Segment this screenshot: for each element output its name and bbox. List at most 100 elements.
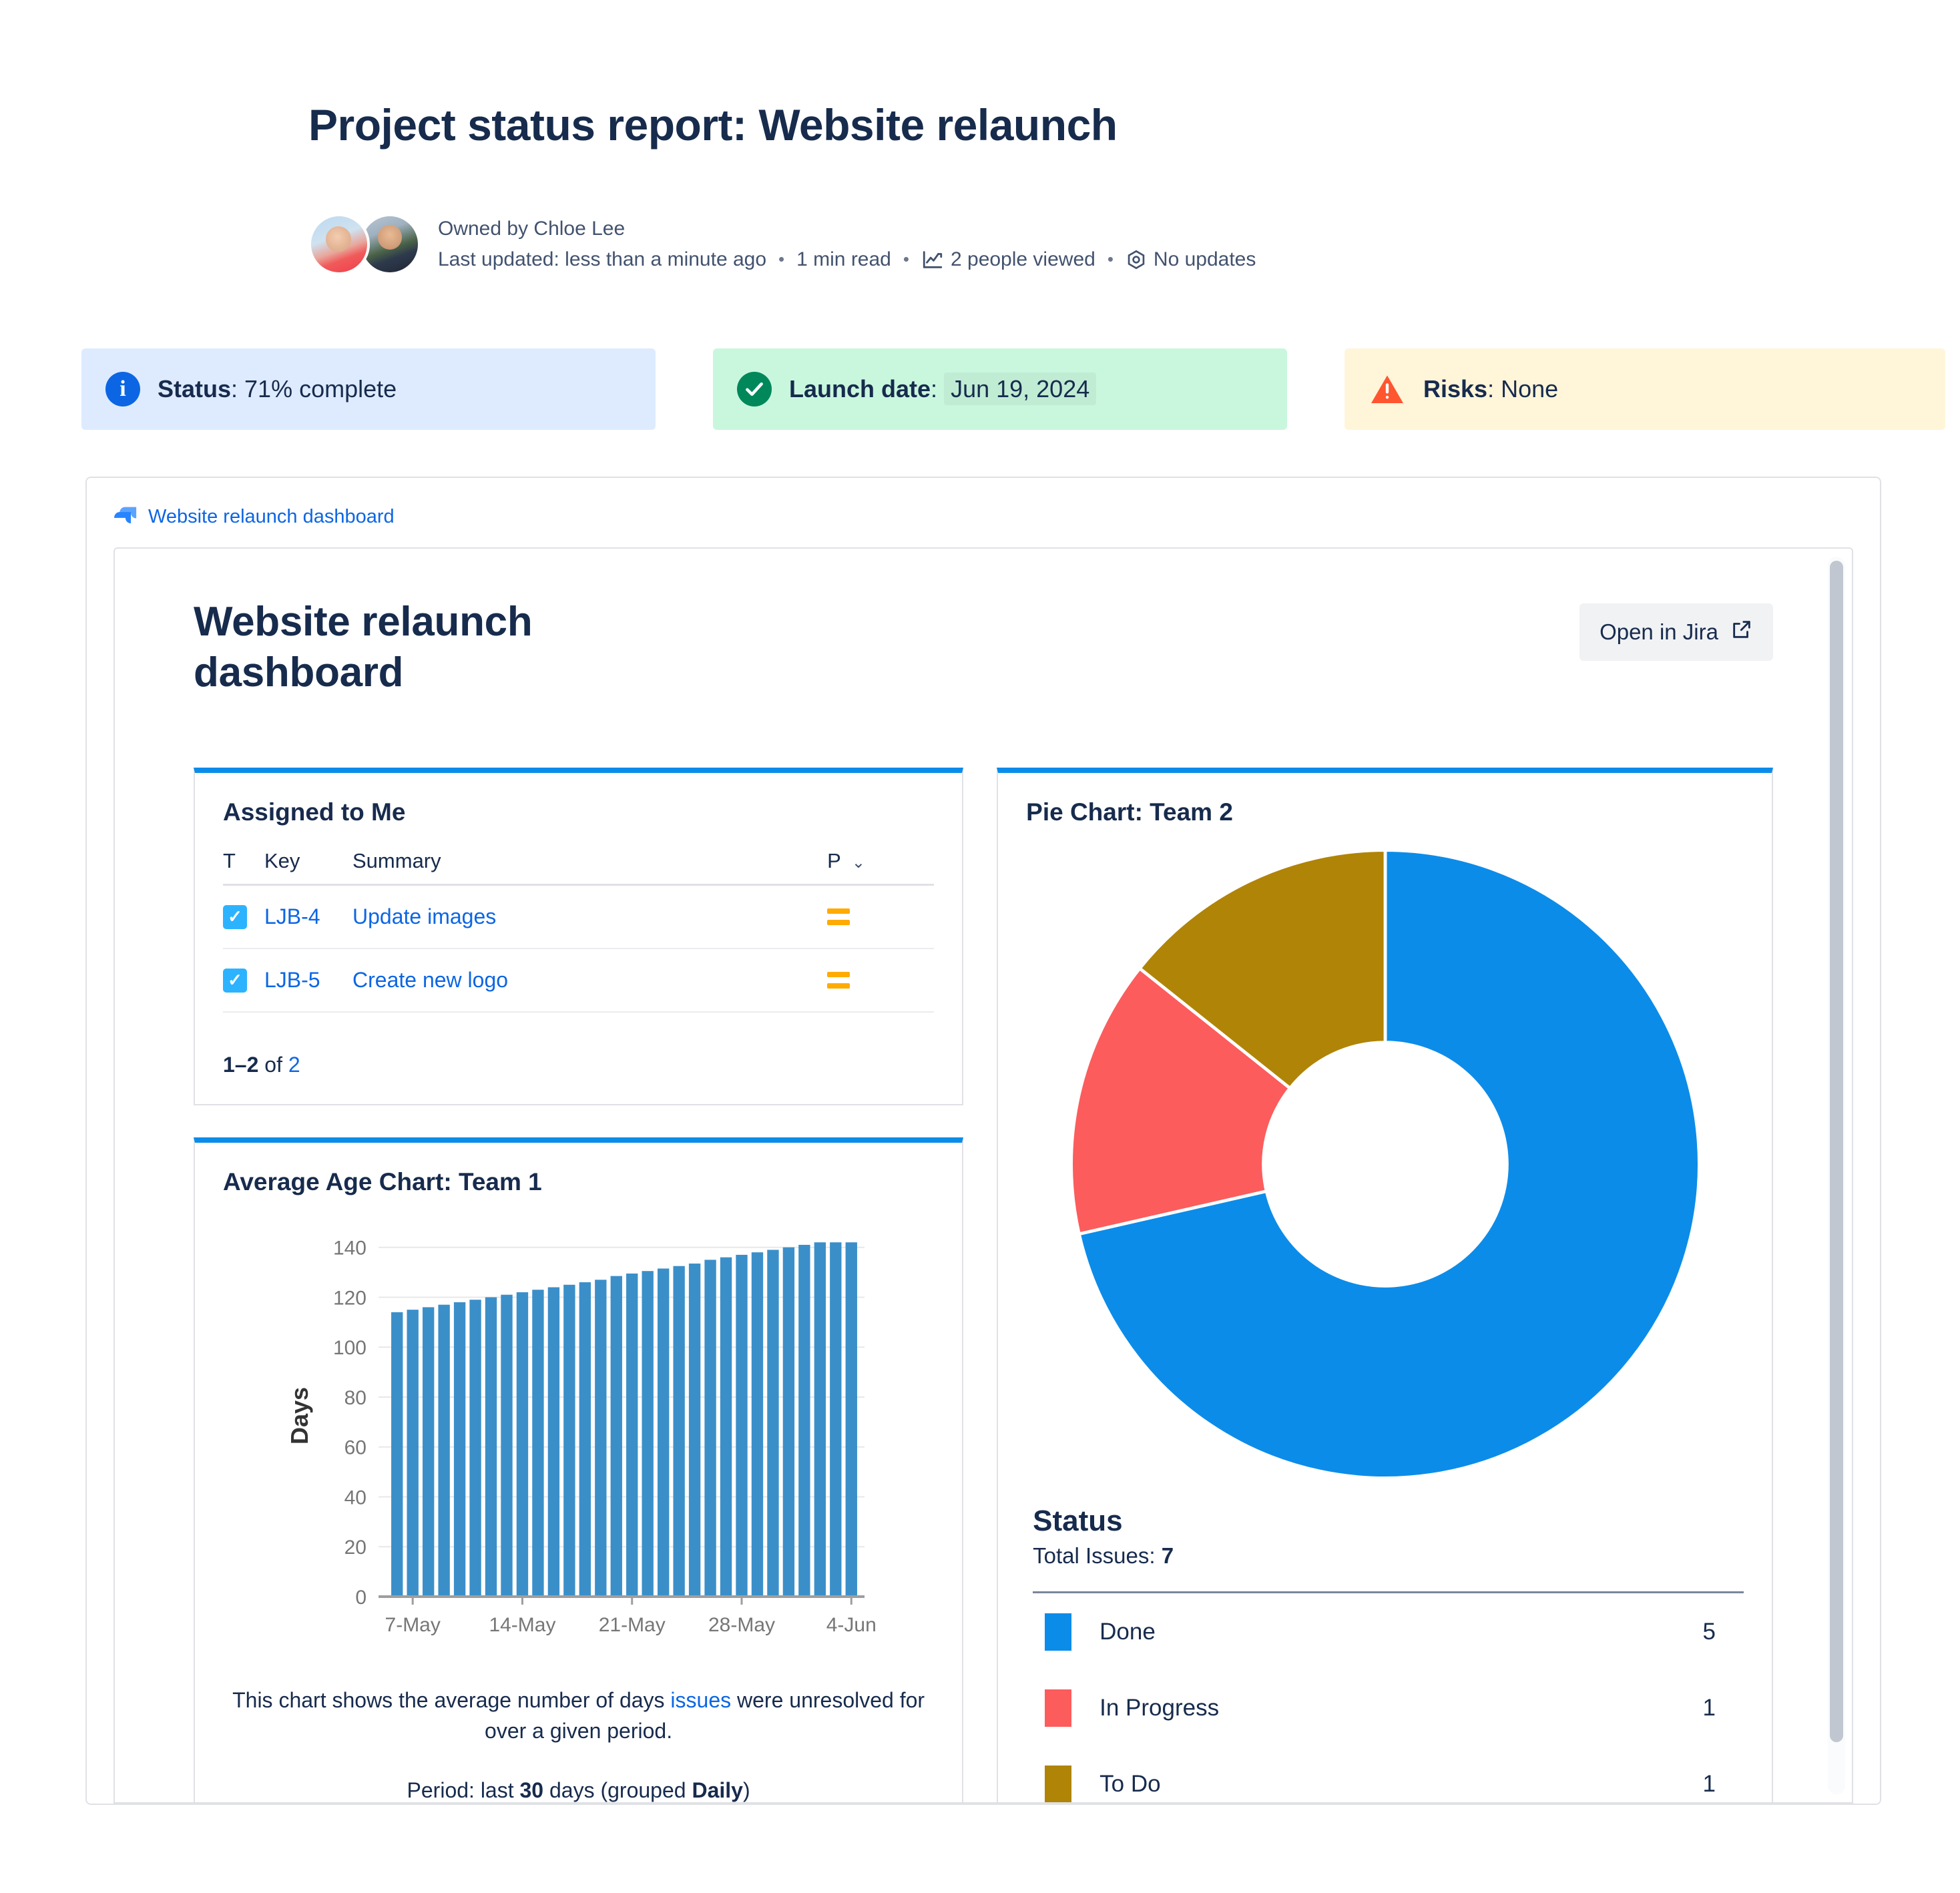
average-age-chart-title: Average Age Chart: Team 1: [223, 1168, 542, 1195]
svg-text:14-May: 14-May: [489, 1614, 555, 1636]
pie-status-summary: Status Total Issues: 7 Done 5 In Progress 1…: [998, 1505, 1772, 1802]
macro-scrollbar[interactable]: [1828, 557, 1845, 1794]
svg-text:20: 20: [344, 1537, 366, 1559]
jira-icon: [111, 503, 138, 530]
legend-label: Done: [1099, 1619, 1156, 1645]
open-in-jira-button[interactable]: Open in Jira: [1579, 603, 1773, 661]
chevron-down-icon[interactable]: ⌄: [851, 854, 865, 872]
launch-date-colon: :: [931, 375, 938, 403]
check-circle-icon: [737, 372, 772, 407]
document-meta: Last updated: less than a minute ago • 1…: [438, 248, 1256, 272]
issue-key-link[interactable]: LJB-5: [264, 968, 320, 992]
period-a: Period: last: [407, 1778, 520, 1802]
issue-key-cell[interactable]: LJB-4: [264, 884, 352, 949]
risks-panel: Risks: None: [1344, 348, 1945, 430]
risks-label: Risks: [1423, 375, 1488, 403]
views-label: 2 people viewed: [950, 248, 1095, 270]
macro-frame: Website relaunch dashboard Open in Jira: [113, 547, 1853, 1804]
pie-chart-gadget: Pie Chart: Team 2 Status Total Issues: 7…: [997, 768, 1773, 1802]
issues-link[interactable]: issues: [670, 1688, 732, 1712]
launch-date-value[interactable]: Jun 19, 2024: [944, 372, 1097, 406]
issue-summary-cell[interactable]: Create new logo: [352, 949, 828, 1013]
dashboard-body: Website relaunch dashboard Open in Jira: [115, 549, 1852, 1802]
meta-separator: •: [778, 249, 785, 270]
column-header-summary[interactable]: Summary: [352, 849, 828, 886]
info-icon: i: [105, 372, 140, 407]
launch-date-label: Launch date: [789, 375, 931, 403]
issue-type-cell: ✓: [223, 949, 264, 1013]
views-stat[interactable]: 2 people viewed: [921, 248, 1095, 272]
column-header-priority[interactable]: P ⌄: [827, 849, 935, 886]
assigned-to-me-pager: 1–2 of 2: [195, 1035, 962, 1104]
table-row[interactable]: ✓ LJB-4 Update images: [223, 884, 935, 949]
updates-label: No updates: [1153, 248, 1256, 270]
status-panel: i Status: 71% complete: [81, 348, 656, 430]
byline: Owned by Chloe Lee Last updated: less th…: [308, 214, 1256, 275]
legend-color-swatch: [1045, 1766, 1072, 1802]
legend-value: 1: [1702, 1695, 1716, 1721]
issue-priority-cell: [827, 949, 935, 1013]
column-header-type[interactable]: T: [223, 849, 264, 886]
svg-text:28-May: 28-May: [708, 1614, 775, 1636]
assigned-to-me-gadget: Assigned to Me T Key Summary P ⌄: [194, 768, 964, 1105]
table-header-row: T Key Summary P ⌄: [223, 849, 935, 886]
issue-key-link[interactable]: LJB-4: [264, 904, 320, 928]
assigned-to-me-table: T Key Summary P ⌄ ✓: [195, 849, 962, 1035]
avatar-group[interactable]: [308, 214, 421, 275]
period-grouping: Daily: [692, 1778, 743, 1802]
assigned-to-me-title: Assigned to Me: [223, 798, 406, 826]
svg-text:140: 140: [333, 1238, 366, 1260]
task-icon: ✓: [223, 968, 247, 993]
table-row[interactable]: ✓ LJB-5 Create new logo: [223, 949, 935, 1013]
macro-breadcrumb[interactable]: Website relaunch dashboard: [87, 478, 1880, 537]
legend-label: In Progress: [1099, 1695, 1220, 1721]
column-header-key[interactable]: Key: [264, 849, 352, 886]
warning-icon: [1369, 372, 1406, 406]
scrollbar-thumb[interactable]: [1830, 561, 1843, 1742]
legend-row[interactable]: In Progress 1: [1033, 1669, 1744, 1745]
avatar[interactable]: [308, 214, 370, 275]
total-issues-value: 7: [1161, 1543, 1174, 1568]
macro-breadcrumb-label[interactable]: Website relaunch dashboard: [148, 505, 395, 527]
issue-key-cell[interactable]: LJB-5: [264, 949, 352, 1013]
legend-row[interactable]: To Do 1: [1033, 1745, 1744, 1802]
average-age-chart-gadget: Average Age Chart: Team 1 0 20 40 60 80 100 12…: [194, 1137, 964, 1802]
dashboard-title: Website relaunch dashboard: [194, 599, 533, 696]
task-icon: ✓: [223, 904, 247, 929]
svg-text:Days: Days: [286, 1387, 313, 1444]
period-e: ): [742, 1778, 750, 1802]
owner-label: Owned by Chloe Lee: [438, 218, 626, 240]
gadget-column-right: Pie Chart: Team 2 Status Total Issues: 7…: [997, 768, 1773, 1802]
issue-summary-cell[interactable]: Update images: [352, 884, 828, 949]
issue-summary-link[interactable]: Create new logo: [352, 968, 509, 992]
analytics-icon: [921, 248, 944, 271]
meta-separator: •: [1107, 249, 1114, 270]
issue-summary-link[interactable]: Update images: [352, 904, 497, 928]
donut-slice[interactable]: [1137, 848, 1387, 1091]
status-panel-value: : 71% complete: [231, 375, 397, 403]
pie-chart-plot: [998, 826, 1772, 1484]
last-updated: Last updated: less than a minute ago: [438, 248, 767, 270]
legend-color-swatch: [1045, 1689, 1072, 1727]
status-panel-text: Status: 71% complete: [158, 374, 397, 403]
divider: [1033, 1591, 1744, 1593]
issue-priority-cell: [827, 884, 935, 949]
svg-text:0: 0: [355, 1587, 366, 1609]
target-icon: [1126, 249, 1147, 270]
svg-text:7-May: 7-May: [385, 1614, 440, 1636]
status-legend: Done 5 In Progress 1 To Do 1: [1033, 1593, 1744, 1802]
pie-chart-title: Pie Chart: Team 2: [1026, 798, 1233, 826]
pager-of: of: [258, 1053, 288, 1077]
note-text-a: This chart shows the average number of d…: [232, 1688, 671, 1712]
updates-stat[interactable]: No updates: [1126, 248, 1256, 272]
donut-chart-svg: [1069, 848, 1701, 1480]
donut-slice[interactable]: [1077, 848, 1701, 1480]
donut-slice[interactable]: [1069, 966, 1292, 1236]
legend-row[interactable]: Done 5: [1033, 1593, 1744, 1669]
pager-total-link[interactable]: 2: [288, 1053, 300, 1077]
risks-text: Risks: None: [1423, 374, 1558, 403]
medium-priority-icon: [827, 908, 850, 925]
note-text-b: were unresolved for over a given period.: [485, 1688, 925, 1743]
jira-dashboard-macro: Website relaunch dashboard Website relau…: [85, 477, 1881, 1805]
